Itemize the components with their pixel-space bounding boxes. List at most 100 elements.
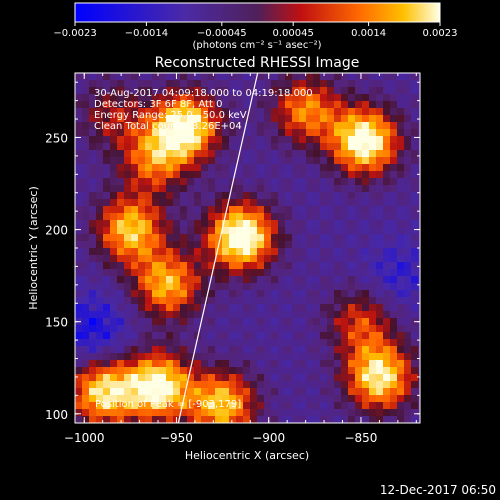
heatmap-cell — [215, 129, 222, 136]
heatmap-cell — [215, 115, 222, 122]
heatmap-cell — [138, 80, 145, 87]
heatmap-cell — [362, 395, 369, 402]
heatmap-cell — [418, 185, 420, 192]
heatmap-cell — [320, 80, 327, 87]
heatmap-cell — [313, 115, 320, 122]
heatmap-cell — [411, 409, 418, 416]
heatmap-cell — [418, 248, 420, 255]
heatmap-cell — [236, 185, 243, 192]
heatmap-cell — [313, 73, 320, 80]
heatmap-cell — [257, 269, 264, 276]
heatmap-cell — [299, 283, 306, 290]
heatmap-cell — [145, 206, 152, 213]
heatmap-cell — [264, 227, 271, 234]
heatmap-cell — [376, 248, 383, 255]
heatmap-cell — [313, 360, 320, 367]
heatmap-cell — [327, 192, 334, 199]
heatmap-cell — [313, 255, 320, 262]
heatmap-cell — [376, 80, 383, 87]
heatmap-cell — [355, 192, 362, 199]
heatmap-cell — [124, 129, 131, 136]
heatmap-cell — [187, 381, 194, 388]
heatmap-cell — [103, 416, 110, 423]
heatmap-cell — [89, 206, 96, 213]
heatmap-cell — [404, 87, 411, 94]
heatmap-cell — [404, 388, 411, 395]
heatmap-cell — [229, 269, 236, 276]
heatmap-cell — [397, 290, 404, 297]
heatmap-cell — [82, 388, 89, 395]
heatmap-cell — [306, 164, 313, 171]
heatmap-cell — [362, 220, 369, 227]
heatmap-cell — [250, 199, 257, 206]
heatmap-cell — [103, 213, 110, 220]
heatmap-cell — [369, 318, 376, 325]
heatmap-cell — [243, 374, 250, 381]
heatmap-cell — [194, 367, 201, 374]
heatmap-cell — [327, 276, 334, 283]
heatmap-cell — [145, 346, 152, 353]
heatmap-cell — [404, 227, 411, 234]
heatmap-cell — [243, 276, 250, 283]
heatmap-cell — [243, 290, 250, 297]
heatmap-cell — [320, 360, 327, 367]
heatmap-cell — [418, 374, 420, 381]
heatmap-cell — [222, 143, 229, 150]
heatmap-cell — [250, 178, 257, 185]
heatmap-cell — [166, 332, 173, 339]
heatmap-cell — [299, 80, 306, 87]
heatmap-cell — [278, 297, 285, 304]
heatmap-cell — [376, 234, 383, 241]
heatmap-cell — [236, 353, 243, 360]
heatmap-cell — [208, 262, 215, 269]
annotation-line: Energy Range: 25.0 - 50.0 keV — [94, 110, 247, 121]
heatmap-cell — [390, 220, 397, 227]
heatmap-cell — [110, 227, 117, 234]
heatmap-cell — [313, 94, 320, 101]
heatmap-cell — [117, 381, 124, 388]
heatmap-cell — [362, 129, 369, 136]
heatmap-cell — [75, 395, 82, 402]
heatmap-cell — [348, 150, 355, 157]
heatmap-cell — [229, 290, 236, 297]
heatmap-cell — [285, 206, 292, 213]
heatmap-cell — [306, 409, 313, 416]
heatmap-cell — [250, 290, 257, 297]
heatmap-cell — [334, 276, 341, 283]
heatmap-cell — [341, 227, 348, 234]
heatmap-cell — [117, 164, 124, 171]
heatmap-cell — [194, 241, 201, 248]
heatmap-cell — [327, 206, 334, 213]
heatmap-cell — [320, 402, 327, 409]
heatmap-cell — [383, 311, 390, 318]
heatmap-cell — [299, 304, 306, 311]
heatmap-cell — [159, 101, 166, 108]
heatmap-cell — [355, 374, 362, 381]
heatmap-cell — [159, 241, 166, 248]
heatmap-cell — [138, 346, 145, 353]
heatmap-cell — [208, 409, 215, 416]
heatmap-cell — [306, 332, 313, 339]
heatmap-cell — [243, 115, 250, 122]
heatmap-cell — [229, 129, 236, 136]
heatmap-cell — [355, 227, 362, 234]
heatmap-cell — [222, 332, 229, 339]
heatmap-cell — [292, 360, 299, 367]
heatmap-cell — [75, 220, 82, 227]
y-tick-label: 150 — [45, 316, 68, 330]
heatmap-cell — [145, 311, 152, 318]
heatmap-cell — [138, 192, 145, 199]
heatmap-cell — [187, 171, 194, 178]
heatmap-cell — [390, 94, 397, 101]
heatmap-cell — [152, 108, 159, 115]
heatmap-cell — [390, 402, 397, 409]
heatmap-cell — [145, 136, 152, 143]
heatmap-cell — [313, 283, 320, 290]
heatmap-cell — [229, 108, 236, 115]
heatmap-cell — [292, 255, 299, 262]
heatmap-cell — [89, 178, 96, 185]
heatmap-cell — [299, 325, 306, 332]
heatmap-cell — [418, 129, 420, 136]
heatmap-cell — [110, 108, 117, 115]
